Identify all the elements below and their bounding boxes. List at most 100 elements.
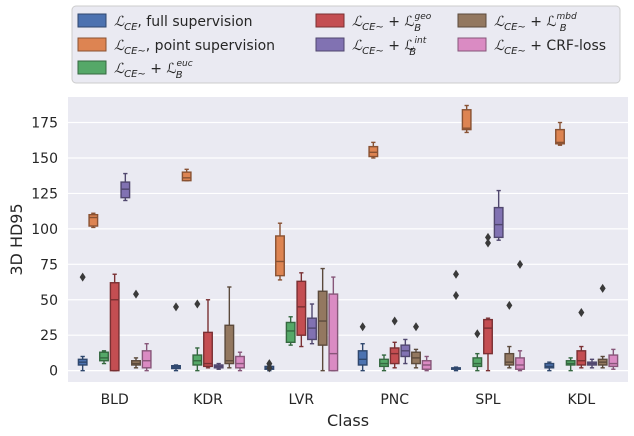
outlier-point — [79, 272, 86, 282]
box-iqr — [203, 331, 213, 368]
box-geo — [483, 232, 493, 372]
legend-label: ℒCE~ + CRF-loss — [494, 38, 606, 57]
box-iqr — [275, 235, 285, 277]
legend-item: ℒCE~ + ℒmbd B — [457, 12, 577, 34]
y-tick-labels: 0 25 50 75 100 125 150 175 — [31, 116, 58, 380]
x-tick-label: SPL — [475, 392, 500, 408]
box-mbd — [504, 300, 515, 369]
outlier-point — [413, 322, 419, 332]
box-point-supervision — [88, 212, 99, 229]
box-iqr — [285, 321, 296, 343]
box-iqr — [296, 280, 307, 336]
box-iqr — [472, 357, 483, 368]
legend-item: ℒCE~, point supervision — [77, 37, 275, 57]
legend-label: ℒCE~ + ℒgeo B — [352, 12, 432, 34]
box-crf-loss — [515, 259, 525, 372]
box-mbd — [224, 286, 235, 369]
x-tick-labels: BLD KDR LVR PNC SPL KDL — [101, 392, 596, 408]
box-point-supervision — [368, 141, 379, 159]
box-euc — [379, 354, 389, 372]
box-mbd — [131, 289, 141, 369]
y-axis-label: 3D HD95 — [7, 203, 26, 275]
outlier-point — [474, 329, 481, 339]
outlier-point — [133, 289, 139, 299]
box-iqr — [181, 171, 192, 182]
box-point-supervision — [181, 168, 192, 182]
box-iqr — [317, 290, 328, 346]
legend-item: ℒCE, full supervision — [77, 13, 253, 33]
box-iqr — [99, 351, 109, 362]
legend-label: ℒCE, full supervision — [114, 14, 253, 33]
box-crf-loss — [141, 343, 152, 372]
box-crf-loss — [328, 276, 339, 372]
box-iqr — [328, 293, 339, 372]
legend-item: ℒCE~ + CRF-loss — [457, 37, 606, 57]
box-full-supervision — [357, 322, 368, 372]
box-iqr — [307, 317, 317, 341]
box-full-supervision — [77, 272, 88, 372]
legend-item: ℒCE~ + ℒint B — [315, 36, 427, 58]
box-iqr — [515, 357, 525, 370]
box-iqr — [141, 350, 152, 369]
legend-label: ℒCE~ + ℒint B — [352, 36, 427, 58]
y-tick-label: 0 — [49, 364, 58, 380]
box-mbd — [317, 267, 328, 372]
x-axis-label: Class — [327, 411, 369, 430]
box-geo — [389, 316, 400, 369]
box-geo — [109, 273, 120, 372]
y-tick-label: 50 — [40, 293, 58, 309]
gridlines — [68, 121, 628, 372]
outlier-point — [173, 302, 179, 312]
y-tick-label: 125 — [31, 186, 58, 202]
box-iqr — [357, 350, 368, 366]
box-iqr — [389, 347, 400, 365]
box-geo — [576, 308, 587, 369]
outlier-point — [194, 299, 201, 309]
box-iqr — [576, 350, 587, 366]
box-int — [587, 358, 597, 369]
legend-label: ℒCE~ + ℒmbd B — [494, 12, 577, 34]
box-series — [77, 104, 619, 373]
y-tick-label: 150 — [31, 151, 58, 167]
legend-item: ℒCE~ + ℒgeo B — [315, 12, 432, 34]
box-int — [120, 172, 131, 202]
legend-swatch — [77, 13, 107, 28]
x-tick-label: KDR — [193, 392, 223, 408]
box-geo — [296, 272, 307, 348]
x-tick-label: PNC — [380, 392, 409, 408]
box-iqr — [461, 109, 472, 131]
box-iqr — [235, 355, 245, 369]
box-int — [213, 362, 224, 370]
box-iqr — [368, 145, 379, 158]
box-full-supervision — [264, 359, 275, 373]
box-crf-loss — [608, 348, 619, 370]
box-geo — [203, 299, 213, 369]
y-tick-label: 175 — [31, 116, 58, 132]
box-iqr — [483, 318, 493, 355]
y-tick-label: 75 — [40, 257, 58, 273]
outlier-point — [517, 259, 523, 269]
plot-area — [68, 97, 628, 382]
box-point-supervision — [555, 121, 565, 146]
box-euc — [99, 350, 109, 365]
y-tick-label: 100 — [31, 222, 58, 238]
outlier-point — [266, 363, 273, 373]
box-euc — [285, 316, 296, 346]
box-crf-loss — [421, 355, 432, 372]
box-iqr — [109, 282, 120, 372]
legend-swatch — [77, 37, 107, 52]
x-tick-label: LVR — [289, 392, 315, 408]
legend-swatch — [457, 37, 487, 52]
box-iqr — [493, 206, 504, 239]
box-iqr — [131, 360, 141, 366]
box-full-supervision — [544, 361, 555, 372]
legend-swatch — [77, 60, 107, 75]
outlier-point — [506, 300, 513, 310]
outlier-point — [578, 308, 585, 318]
box-euc — [565, 357, 576, 372]
box-euc — [472, 329, 483, 372]
box-iqr — [555, 128, 565, 145]
legend-label: ℒCE~, point supervision — [114, 38, 275, 57]
box-int — [493, 189, 504, 241]
